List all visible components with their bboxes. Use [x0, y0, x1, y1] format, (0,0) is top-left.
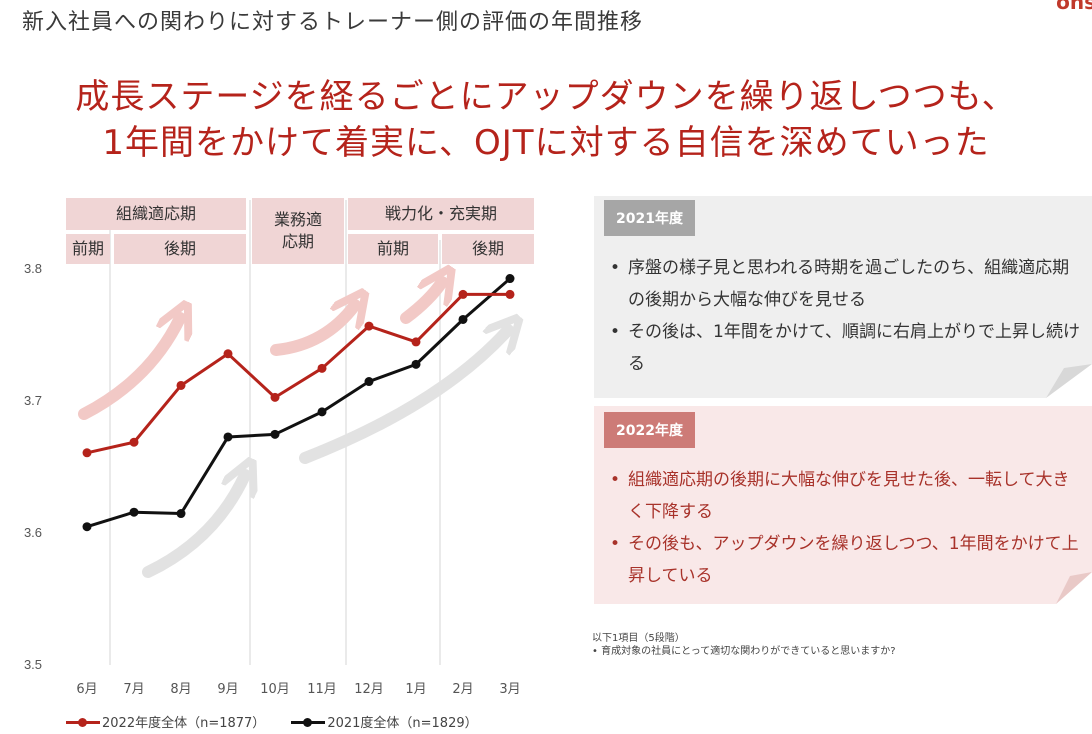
- data-point-2022: [270, 392, 280, 402]
- series-line-2021: [86, 277, 511, 529]
- phase-gyomu: 業務適 応期: [252, 198, 344, 264]
- data-point-2021: [364, 377, 374, 387]
- x-tick-label: 8月: [170, 682, 191, 697]
- phase-dividers: [109, 200, 441, 665]
- data-point-2021: [223, 432, 233, 442]
- phase-kouki-1: 後期: [114, 234, 246, 264]
- data-point-2022: [129, 437, 139, 447]
- phase-soshiki-label: 組織適応期: [115, 204, 196, 223]
- panel-2022-tag: 2022年度: [604, 412, 695, 448]
- footnote-line-2: • 育成対象の社員にとって適切な関わりができていると思いますか?: [592, 646, 896, 657]
- legend-label-2022: 2022年度全体（n=1877）: [102, 716, 266, 731]
- chart-layer: 3.5 3.6 3.7 3.8 6月 7月 8月 9月 10月 11月 12月 1月 2月 3月: [24, 261, 521, 697]
- headline-line-2: 1年間をかけて着実に、OJTに対する自信を深めていった: [102, 123, 990, 163]
- x-tick-label: 7月: [123, 682, 144, 697]
- phase-senryoku: 戦力化・充実期: [348, 198, 534, 230]
- phase-zenki-1-label: 前期: [71, 239, 104, 258]
- data-point-2021: [176, 509, 186, 519]
- legend-label-2021: 2021度全体（n=1829）: [327, 716, 478, 731]
- legend-item-2022: 2022年度全体（n=1877）: [66, 712, 265, 731]
- trend-arrow-pink: [78, 318, 180, 420]
- x-tick-label: 11月: [307, 682, 337, 697]
- phase-zenki-1: 前期: [66, 234, 110, 264]
- x-tick-label: 1月: [405, 682, 426, 697]
- x-tick-label: 6月: [76, 682, 97, 697]
- phase-kouki-1-label: 後期: [163, 239, 196, 258]
- trend-arrow-pink: [400, 282, 442, 324]
- phase-kouki-2-label: 後期: [471, 239, 504, 258]
- footnote: 以下1項目（5段階） • 育成対象の社員にとって適切な関わりができていると思いま…: [592, 632, 896, 658]
- data-point-2022: [176, 380, 186, 390]
- data-point-2021: [317, 407, 327, 417]
- x-tick-label: 12月: [354, 682, 384, 697]
- panel-2021: 2021年度 序盤の様子見と思われる時期を過ごしたのち、組織適応期の後期から大幅…: [594, 196, 1092, 398]
- phase-zenki-2-label: 前期: [376, 239, 409, 258]
- page-title: 新入社員への関わりに対するトレーナー側の評価の年間推移: [22, 10, 644, 35]
- trend-arrows: [78, 282, 508, 578]
- panel-2021-bullets: 序盤の様子見と思われる時期を過ごしたのち、組織適応期の後期から大幅な伸びを見せる…: [606, 252, 1082, 380]
- data-point-2021: [129, 507, 139, 517]
- x-tick-label: 3月: [499, 682, 520, 697]
- trend-arrow-gray: [299, 330, 508, 464]
- panel-2021-tag: 2021年度: [604, 200, 695, 236]
- legend-swatch-2021: [291, 715, 326, 729]
- data-point-2022: [82, 448, 92, 458]
- data-point-2022: [317, 363, 327, 373]
- headline-line-1: 成長ステージを経るごとにアップダウンを繰り返しつつも、: [75, 77, 1017, 117]
- phase-kouki-2: 後期: [442, 234, 534, 264]
- data-point-2022: [505, 289, 515, 299]
- panel-2022-bullets: 組織適応期の後期に大幅な伸びを見せた後、一転して大きく下降する その後も、アップ…: [606, 464, 1082, 592]
- data-point-2022: [223, 349, 233, 359]
- data-point-2021: [411, 359, 421, 369]
- phase-zenki-2: 前期: [348, 234, 438, 264]
- data-point-2021: [505, 274, 515, 284]
- y-tick-label: 3.7: [24, 393, 42, 408]
- data-point-2022: [458, 289, 468, 299]
- phase-gyomu-label: 業務適 応期: [273, 210, 322, 251]
- data-point-2022: [364, 321, 374, 331]
- series-line-2022: [86, 292, 510, 455]
- chart-legend: 2022年度全体（n=1877） 2021度全体（n=1829）: [66, 712, 478, 731]
- headline: 成長ステージを経るごとにアップダウンを繰り返しつつも、 1年間をかけて着実に、O…: [0, 74, 1092, 166]
- y-tick-label: 3.6: [24, 525, 42, 540]
- y-tick-label: 3.5: [24, 657, 42, 672]
- data-point-2021: [82, 522, 92, 532]
- legend-swatch-2022: [66, 715, 100, 729]
- trend-arrow-gray: [142, 475, 245, 578]
- panel-2021-bullet: 序盤の様子見と思われる時期を過ごしたのち、組織適応期の後期から大幅な伸びを見せる: [606, 252, 1082, 316]
- brand-logo: ons: [1056, 0, 1092, 14]
- x-tick-label: 2月: [452, 682, 473, 697]
- y-tick-label: 3.8: [24, 261, 42, 276]
- legend-item-2021: 2021度全体（n=1829）: [291, 712, 478, 731]
- x-tick-label: 9月: [217, 682, 238, 697]
- data-point-2021: [270, 429, 280, 439]
- data-point-2021: [458, 314, 468, 324]
- phase-soshiki: 組織適応期: [66, 198, 246, 230]
- panel-2021-bullet: その後は、1年間をかけて、順調に右肩上がりで上昇し続ける: [606, 316, 1082, 380]
- phase-senryoku-label: 戦力化・充実期: [384, 204, 497, 223]
- panel-2022: 2022年度 組織適応期の後期に大幅な伸びを見せた後、一転して大きく下降する そ…: [594, 406, 1092, 604]
- panel-2022-bullet: 組織適応期の後期に大幅な伸びを見せた後、一転して大きく下降する: [606, 464, 1082, 528]
- footnote-line-1: 以下1項目（5段階）: [592, 633, 685, 644]
- data-point-2022: [411, 337, 421, 347]
- panel-2022-bullet: その後も、アップダウンを繰り返しつつ、1年間をかけて上昇している: [606, 528, 1082, 592]
- trend-arrow-pink: [270, 305, 355, 356]
- x-tick-label: 10月: [260, 682, 290, 697]
